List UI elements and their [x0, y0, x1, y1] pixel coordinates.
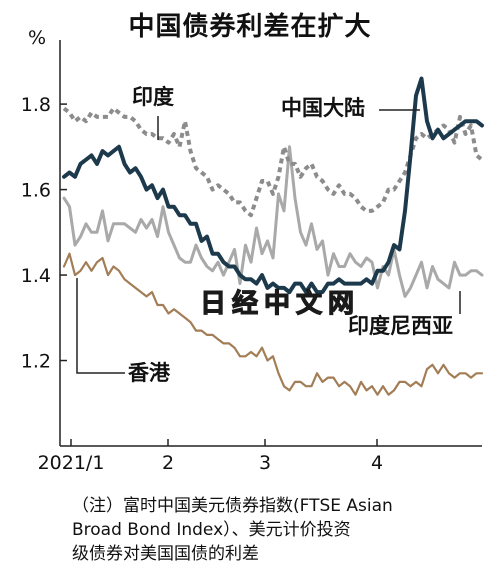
watermark-text: 日经中文网 [199, 288, 361, 319]
x-tick-label: 2021/1 [38, 452, 105, 474]
x-tick-label: 3 [259, 452, 271, 474]
chart-title: 中国债券利差在扩大 [128, 12, 372, 42]
series-line-hongkong [62, 252, 484, 396]
series-line-indonesia [62, 145, 484, 298]
series-label-hongkong: 香港 [128, 361, 171, 385]
y-tick-label: 1.2 [21, 351, 51, 373]
y-tick-label: 1.6 [21, 180, 51, 202]
series-label-indonesia: 印度尼西亚 [348, 314, 453, 338]
y-tick-label: 1.8 [21, 94, 51, 116]
y-axis-unit: % [28, 27, 46, 49]
chart-note: （注）富时中国美元债券指数(FTSE Asian Broad Bond Inde… [72, 494, 492, 566]
series-line-china [62, 76, 484, 295]
note-line-2: Broad Bond Index）、美元计价投资 [72, 520, 351, 540]
series-label-china: 中国大陆 [281, 96, 365, 120]
x-tick-label: 4 [371, 452, 383, 474]
series-line-india [62, 106, 484, 218]
leader-line-hongkong [76, 278, 125, 374]
chart-axes: % 1.2 1.4 1.6 1.8 2021/1 2 3 4 [21, 27, 482, 474]
note-line-3: 级债券对美国国债的利差 [72, 544, 259, 564]
x-tick-label: 2 [162, 452, 174, 474]
series-label-india: 印度 [132, 85, 174, 109]
note-line-1: （注）富时中国美元债券指数(FTSE Asian [72, 496, 393, 516]
y-tick-label: 1.4 [21, 265, 51, 287]
chart-series [62, 76, 484, 396]
